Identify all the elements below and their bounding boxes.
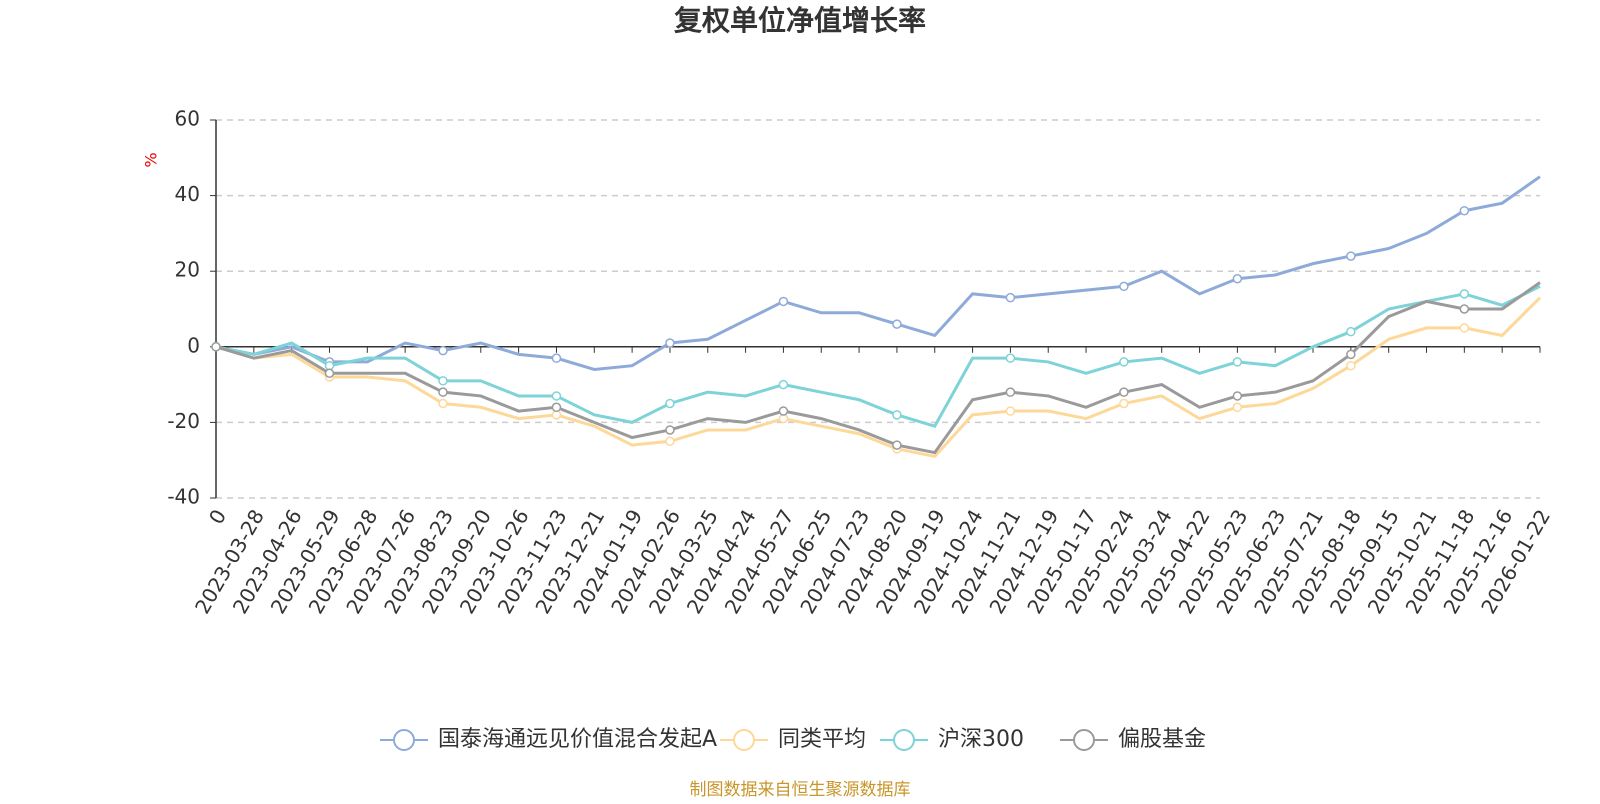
- legend-label: 偏股基金: [1118, 727, 1206, 752]
- point: [778, 413, 789, 424]
- point: [892, 410, 902, 420]
- legend-label: 同类平均: [778, 727, 866, 752]
- point: [1119, 387, 1129, 397]
- y-tick-label: -20: [167, 409, 200, 433]
- point: [778, 379, 789, 390]
- x-tick-label: 0: [204, 505, 231, 528]
- point: [551, 353, 562, 363]
- y-tick-label: 0: [187, 333, 200, 357]
- point: [1459, 289, 1470, 299]
- point: [211, 342, 221, 352]
- point: [1005, 353, 1016, 363]
- point: [1232, 391, 1243, 401]
- chart-title: 复权单位净值增长率: [674, 4, 926, 37]
- y-tick-label: -40: [167, 485, 200, 509]
- point: [324, 360, 335, 371]
- source-note: 制图数据来自恒生聚源数据库: [690, 780, 911, 800]
- point: [892, 440, 902, 450]
- legend-label: 沪深300: [938, 727, 1024, 752]
- point: [551, 410, 562, 420]
- point: [665, 338, 675, 348]
- point: [438, 376, 448, 386]
- point: [778, 406, 789, 416]
- point: [665, 398, 675, 409]
- y-axis-label: %: [142, 152, 161, 167]
- point: [1005, 387, 1016, 397]
- y-tick-label: 60: [175, 107, 200, 131]
- point: [665, 436, 675, 447]
- point: [1119, 281, 1129, 292]
- series-line: [215, 296, 1542, 459]
- point: [438, 398, 448, 409]
- point: [324, 368, 335, 379]
- point: [665, 425, 675, 435]
- point: [1346, 349, 1356, 360]
- point: [1232, 274, 1243, 284]
- point: [1232, 357, 1243, 367]
- point: [1459, 323, 1470, 333]
- point: [1005, 292, 1016, 303]
- legend-label: 国泰海通远见价值混合发起A: [438, 727, 717, 752]
- point: [1346, 326, 1356, 337]
- point: [1119, 398, 1129, 409]
- point: [1119, 357, 1129, 367]
- point: [1459, 304, 1470, 314]
- series-line: [215, 284, 1541, 428]
- point: [1459, 205, 1470, 216]
- y-tick-label: 20: [175, 258, 200, 282]
- point: [1346, 360, 1356, 371]
- series-line: [215, 281, 1541, 455]
- y-tick-label: 40: [175, 182, 200, 206]
- point: [438, 387, 448, 397]
- point: [551, 391, 562, 401]
- point: [1005, 406, 1016, 416]
- legend-marker: [893, 729, 915, 751]
- point: [551, 402, 562, 413]
- point: [892, 319, 902, 329]
- point: [1232, 402, 1243, 413]
- legend-marker: [393, 729, 415, 751]
- legend-marker: [1073, 729, 1095, 751]
- point: [1346, 251, 1356, 261]
- legend-marker: [733, 729, 755, 751]
- point: [778, 296, 789, 307]
- point: [438, 345, 448, 356]
- series-line: [215, 175, 1541, 372]
